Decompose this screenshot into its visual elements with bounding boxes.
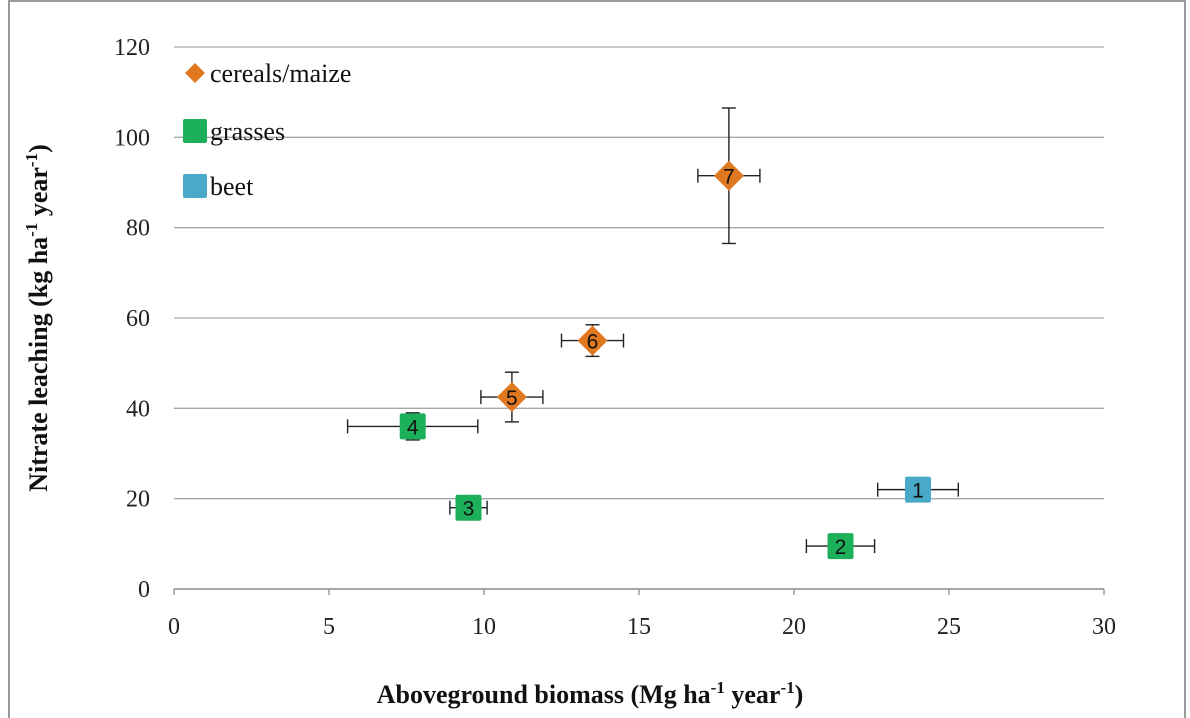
square-marker: [455, 494, 482, 521]
x-tick-label: 15: [627, 614, 651, 640]
y-tick-label: 20: [126, 487, 150, 513]
data-points: 5 6 7 2 3 4 1: [399, 160, 931, 560]
y-tick-label: 60: [126, 306, 150, 332]
y-tick-label: 80: [126, 216, 150, 242]
gridlines: [174, 46, 1104, 500]
square-marker: [905, 476, 931, 503]
point-label: 7: [723, 166, 735, 189]
y-tick-label: 120: [114, 35, 150, 61]
y-tick-label: 40: [126, 396, 150, 422]
x-tick-label: 30: [1092, 614, 1116, 640]
x-tick-label: 10: [472, 614, 496, 640]
legend-entry-label: cereals/maize: [210, 59, 351, 88]
point-label: 2: [835, 536, 847, 559]
y-axis-ticks: 0 20 40 60 80 100 120: [114, 35, 150, 603]
legend-square-icon: [183, 119, 207, 143]
legend: cereals/maize grasses beet: [183, 59, 351, 201]
x-axis-title: Aboveground biomass (Mg ha-1 year-1): [377, 678, 804, 709]
point-label: 1: [912, 480, 924, 503]
point-label: 4: [407, 416, 419, 439]
legend-entry-label: grasses: [210, 117, 285, 146]
diamond-marker: [496, 382, 527, 413]
square-marker: [399, 413, 426, 440]
y-tick-label: 0: [138, 577, 150, 603]
square-marker: [827, 533, 854, 560]
error-bars: [346, 107, 959, 554]
x-tick-label: 5: [323, 614, 335, 640]
legend-square-icon: [183, 174, 207, 198]
legend-diamond-icon: [185, 63, 205, 83]
x-tick-label: 25: [937, 614, 961, 640]
diamond-marker: [577, 325, 608, 356]
diamond-marker: [713, 160, 744, 191]
x-tick-label: 20: [782, 614, 806, 640]
y-tick-label: 100: [114, 125, 150, 151]
legend-entry-label: beet: [210, 172, 254, 201]
point-label: 5: [506, 387, 518, 410]
point-label: 3: [463, 498, 475, 521]
x-tick-label: 0: [168, 614, 180, 640]
x-axis-ticks: 0 5 10 15 20 25 30: [168, 614, 1116, 640]
y-axis-title: Nitrate leaching (kg ha-1 year-1): [22, 144, 53, 492]
point-label: 6: [587, 331, 599, 354]
x-axis: [173, 588, 1105, 595]
